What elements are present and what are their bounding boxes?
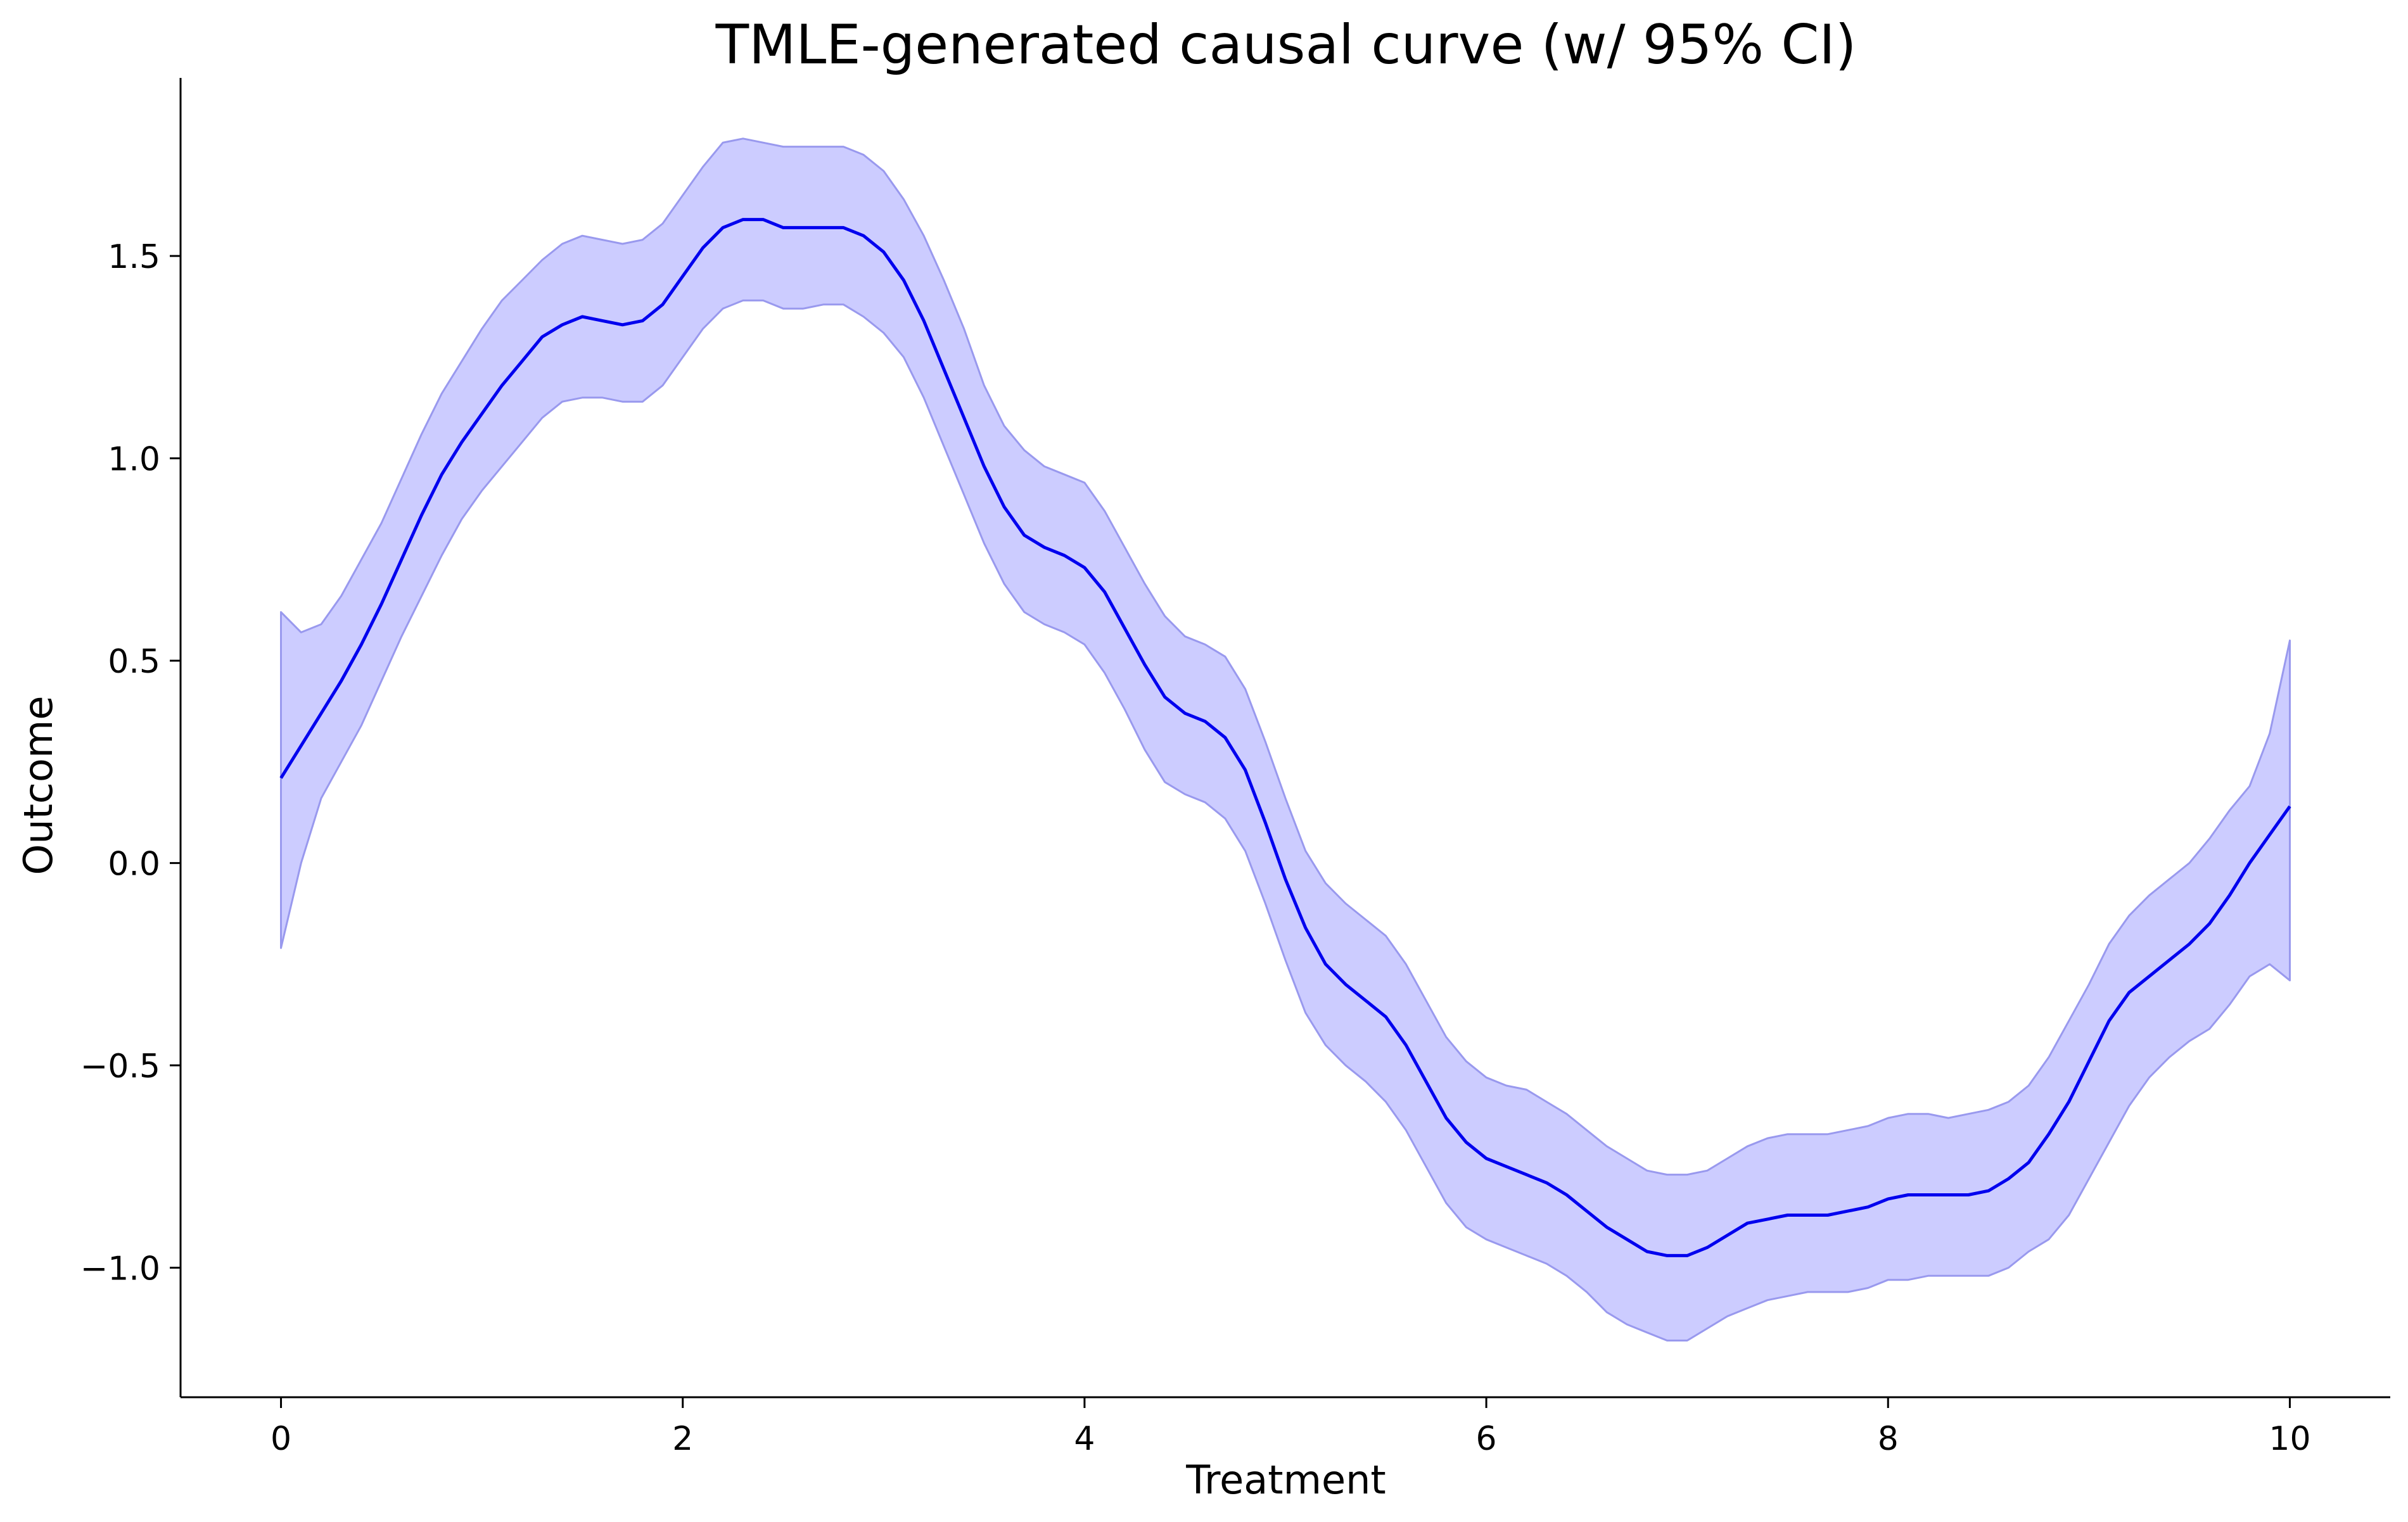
y-tick-label: 1.5 [108, 238, 160, 276]
plot-area [279, 137, 2291, 1341]
y-tick-label: −1.0 [80, 1250, 160, 1288]
confidence-band [280, 137, 2291, 1341]
y-tick-label: 1.0 [108, 441, 160, 479]
y-axis-ticks: −1.0 −0.5 0.0 0.5 1.0 1.5 [80, 238, 181, 1288]
x-tick-label: 6 [1476, 1420, 1497, 1458]
x-axis-ticks: 0 2 4 6 8 10 [271, 1397, 2311, 1458]
x-tick-label: 8 [1878, 1420, 1899, 1458]
y-tick-label: 0.5 [108, 643, 160, 681]
y-tick-label: 0.0 [108, 846, 160, 884]
x-tick-label: 0 [271, 1420, 291, 1458]
x-tick-label: 4 [1074, 1420, 1095, 1458]
causal-curve-line [279, 218, 2291, 1257]
y-tick-label: −0.5 [80, 1048, 160, 1086]
x-axis-label: Treatment [1185, 1457, 1386, 1503]
y-axis-label: Outcome [15, 696, 61, 875]
chart-title: TMLE-generated causal curve (w/ 95% CI) [715, 13, 1857, 77]
x-tick-label: 10 [2269, 1420, 2310, 1458]
x-tick-label: 2 [672, 1420, 693, 1458]
